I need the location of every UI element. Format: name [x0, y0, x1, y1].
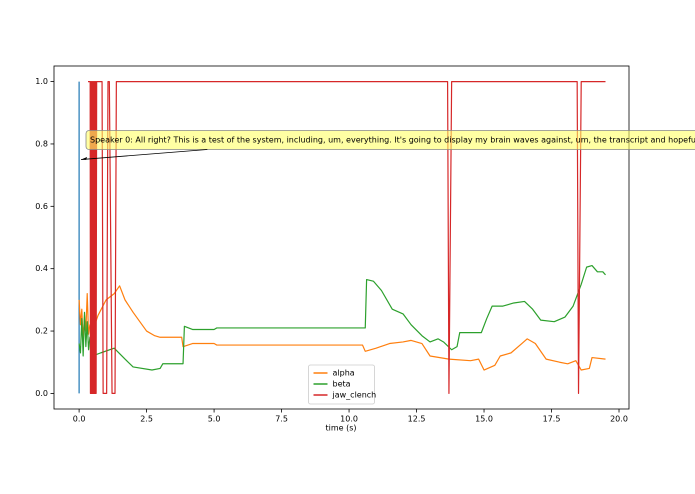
x-tick-label: 15.0 — [475, 415, 493, 424]
x-axis-label: time (s) — [325, 424, 356, 433]
legend-label: alpha — [333, 369, 355, 378]
x-tick-label: 2.5 — [140, 415, 153, 424]
x-tick-label: 0.0 — [73, 415, 86, 424]
x-tick-label: 12.5 — [408, 415, 426, 424]
annotation-box — [85, 130, 695, 150]
x-tick-label: 17.5 — [543, 415, 561, 424]
axes-frame — [53, 65, 630, 410]
legend-label: jaw_clench — [332, 391, 377, 400]
y-tick-label: 0.0 — [35, 389, 48, 398]
y-tick-label: 0.8 — [35, 139, 48, 148]
legend-label: beta — [333, 380, 351, 389]
y-tick-label: 1.0 — [35, 77, 48, 86]
annotation-arrow — [81, 149, 208, 160]
line-series — [88, 80, 606, 395]
x-tick-label: 7.5 — [275, 415, 288, 424]
y-tick-label: 0.2 — [35, 327, 48, 336]
x-tick-label: 5.0 — [208, 415, 221, 424]
annotation-text: Speaker 0: All right? This is a test of … — [90, 136, 695, 145]
annotation: Speaker 0: All right? This is a test of … — [81, 130, 695, 160]
annotation-arrowhead — [81, 157, 88, 160]
y-tick-label: 0.4 — [35, 264, 48, 273]
x-tick-label: 20.0 — [610, 415, 628, 424]
y-tick-label: 0.6 — [35, 202, 48, 211]
x-tick-label: 10.0 — [340, 415, 358, 424]
